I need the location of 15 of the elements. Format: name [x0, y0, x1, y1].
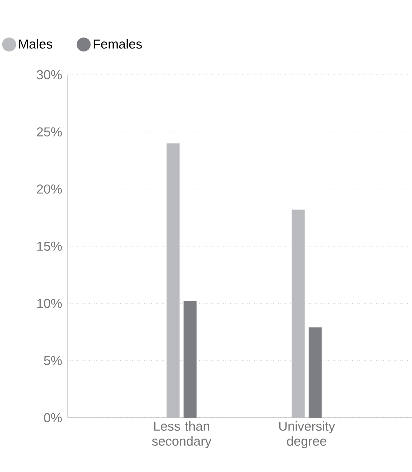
legend-label: Males: [19, 39, 52, 49]
x-tick-label: University degree: [280, 422, 336, 449]
y-tick-label: 0%: [44, 413, 62, 423]
x-tick-label: Less than secondary: [152, 422, 212, 449]
y-tick-label: 10%: [38, 299, 62, 308]
y-tick-label: 15%: [38, 242, 62, 252]
bar: [308, 328, 322, 418]
y-tick-label: 20%: [37, 184, 62, 194]
y-tick-label: 5%: [44, 356, 62, 366]
y-tick-label: 30%: [37, 70, 62, 80]
legend-label: Females: [94, 39, 142, 49]
bar: [292, 210, 305, 418]
y-tick-label: 25%: [37, 128, 62, 137]
bar: [166, 144, 180, 418]
bar: [184, 301, 197, 418]
